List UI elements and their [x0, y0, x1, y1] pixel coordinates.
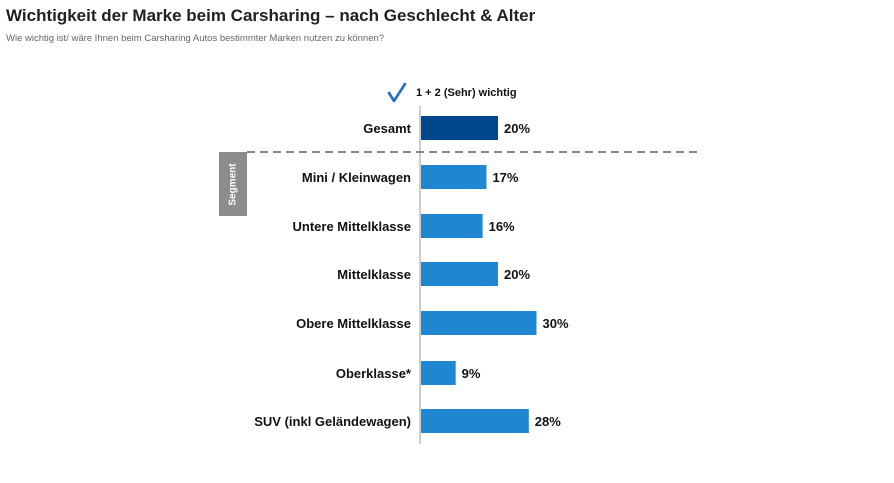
category-label: Mittelklasse: [337, 267, 411, 282]
data-label: 20%: [504, 267, 530, 282]
category-label: Obere Mittelklasse: [296, 316, 411, 331]
data-label: 28%: [535, 414, 561, 429]
bar: [421, 165, 487, 189]
data-label: 20%: [504, 121, 530, 136]
data-label: 16%: [489, 219, 515, 234]
bar: [421, 361, 456, 385]
bar: [421, 262, 498, 286]
chart-subtitle: Wie wichtig ist/ wäre Ihnen beim Carshar…: [6, 33, 385, 44]
data-label: 30%: [543, 316, 569, 331]
legend-label: 1 + 2 (Sehr) wichtig: [416, 87, 517, 99]
bar: [421, 116, 498, 140]
bar: [421, 311, 537, 335]
check-icon: [386, 82, 408, 104]
category-label: Untere Mittelklasse: [293, 219, 412, 234]
segment-tag: Segment: [219, 152, 247, 216]
category-label: Oberklasse*: [336, 366, 412, 381]
category-label: Mini / Kleinwagen: [302, 170, 411, 185]
legend: 1 + 2 (Sehr) wichtig: [386, 82, 517, 104]
data-label: 17%: [492, 170, 518, 185]
bar: [421, 409, 529, 433]
bar: [421, 214, 483, 238]
chart-title: Wichtigkeit der Marke beim Carsharing – …: [6, 6, 536, 25]
category-label: Gesamt: [363, 121, 411, 136]
data-label: 9%: [462, 366, 481, 381]
category-label: SUV (inkl Geländewagen): [254, 414, 411, 429]
